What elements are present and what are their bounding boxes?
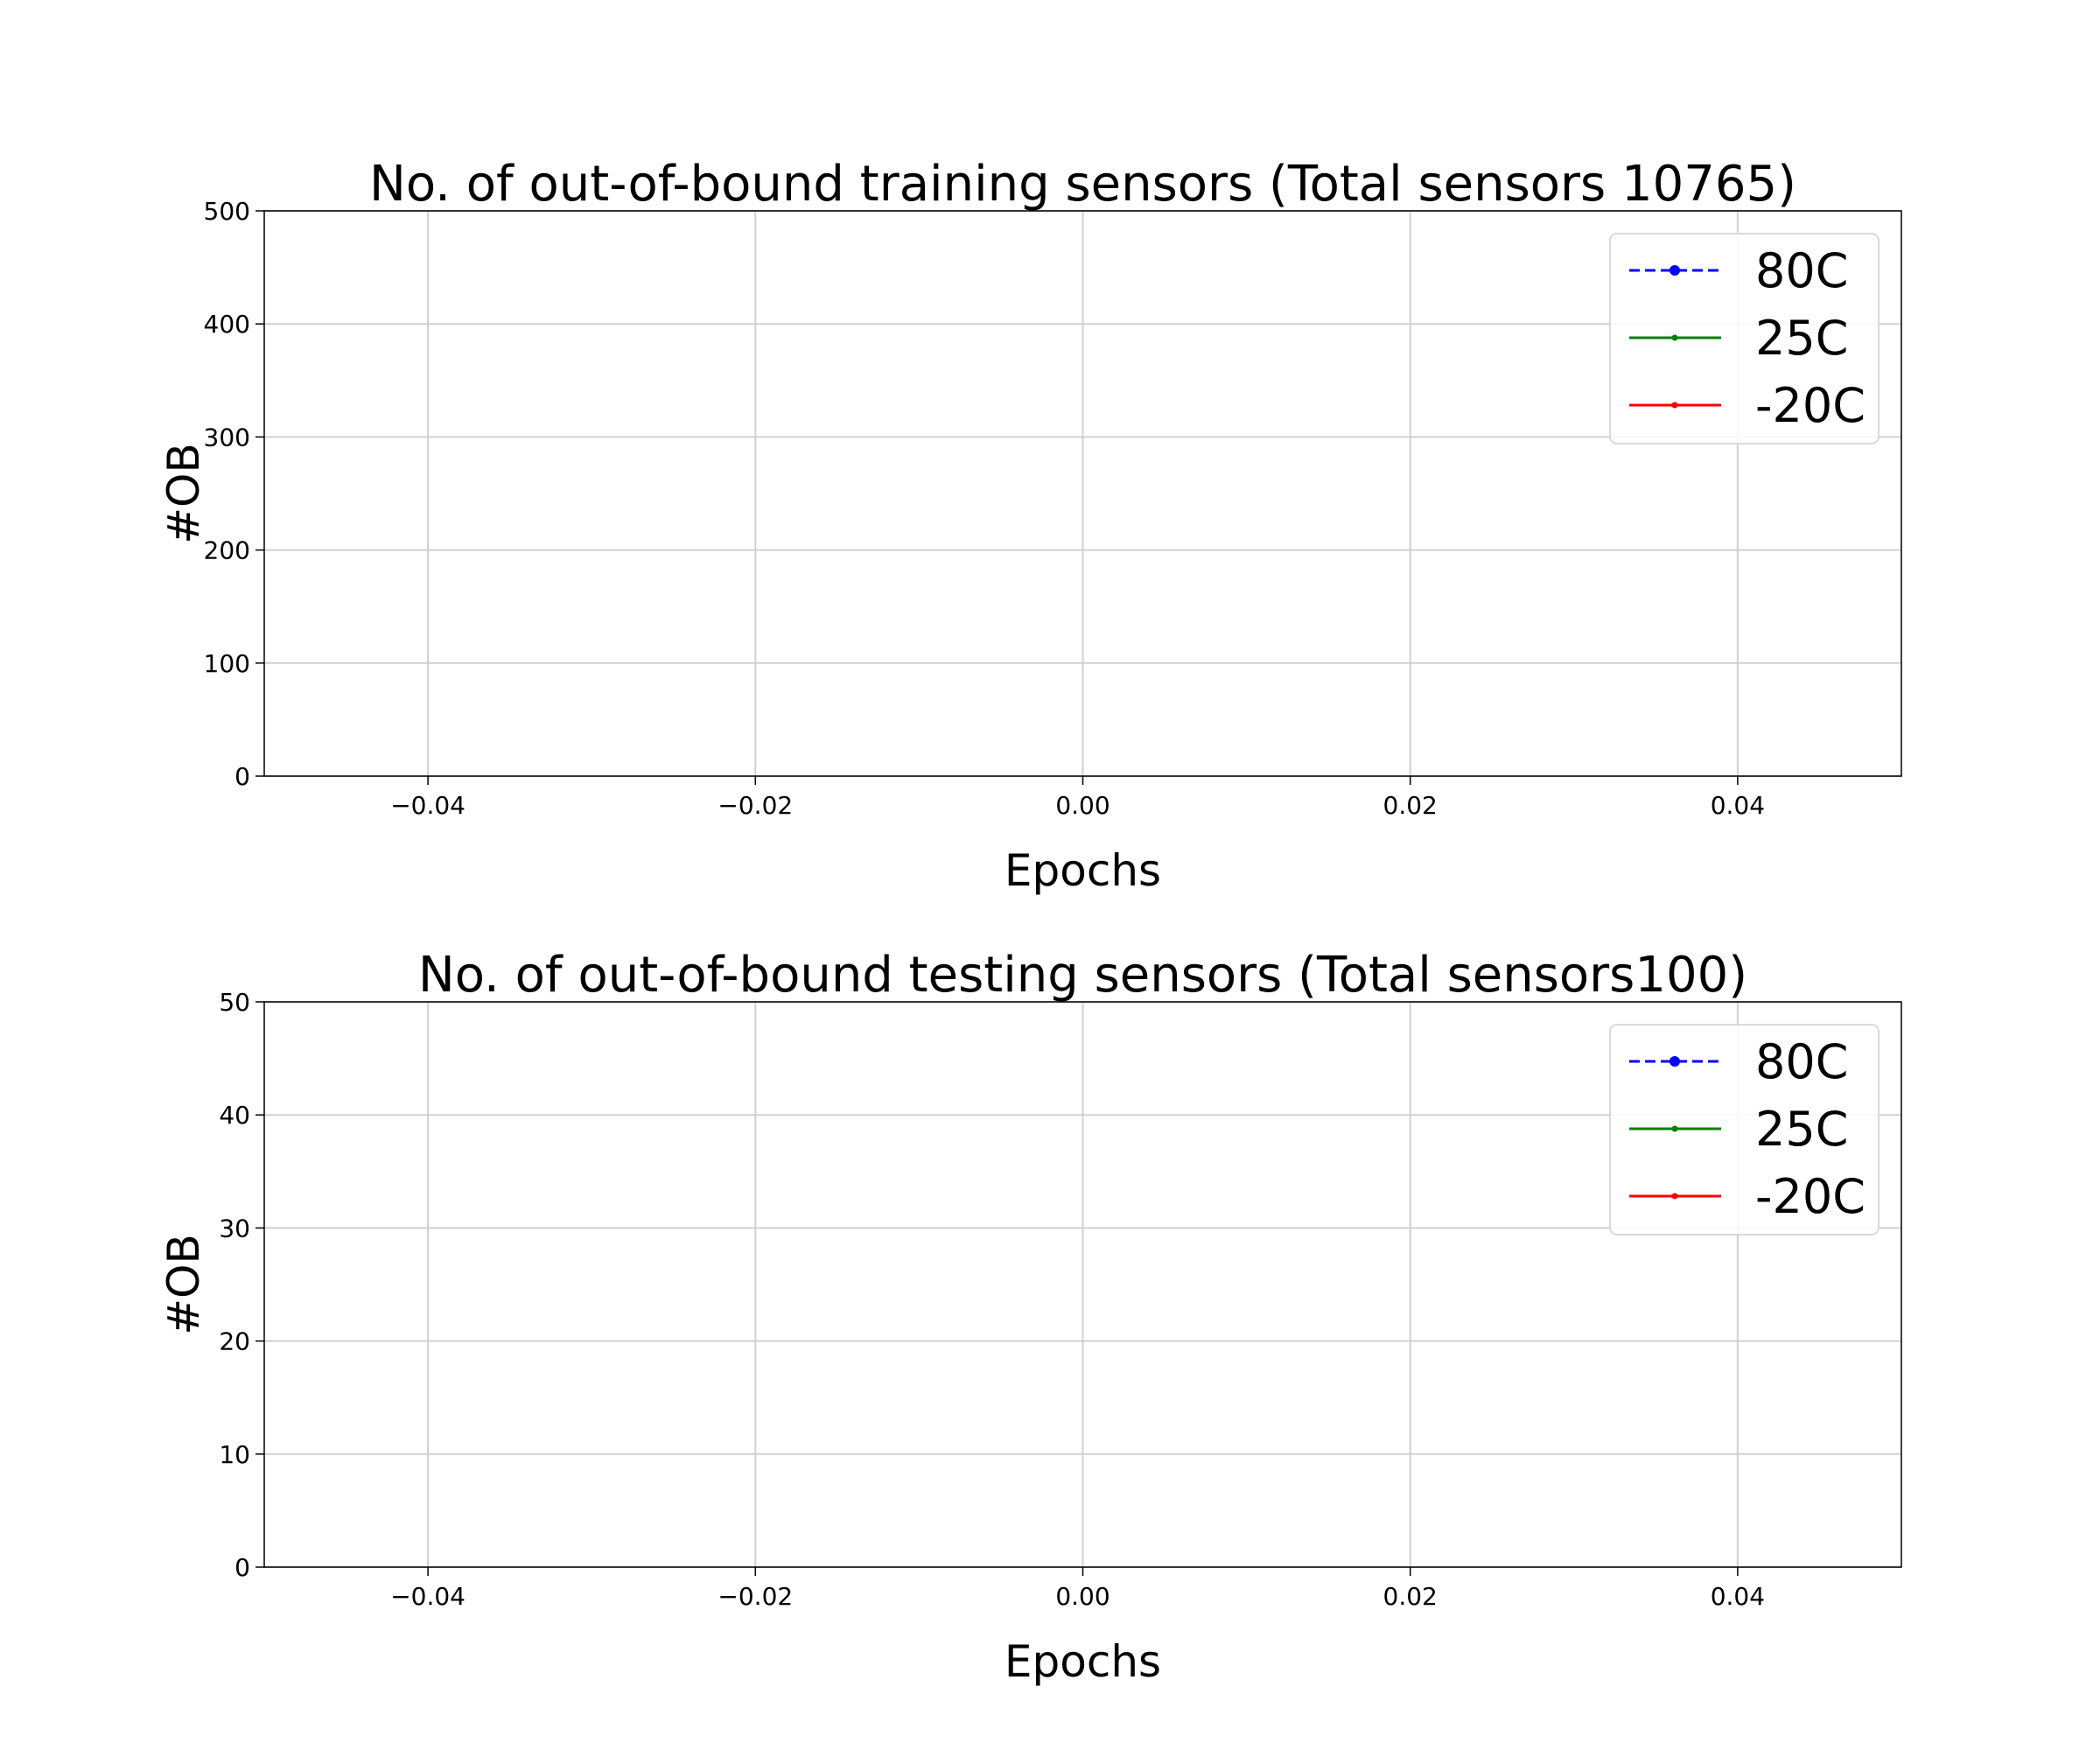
x-tick-label: 0.00 xyxy=(1055,791,1110,820)
chart-panel-2: −0.04 −0.02 0.00 0.02 0.04 0 10 20 30 40 50 No. of … xyxy=(158,947,1902,1687)
legend-label: -20C xyxy=(1755,1169,1866,1224)
y-tick-label: 0 xyxy=(234,1553,250,1582)
legend-swatch-marker xyxy=(1671,334,1678,341)
legend: 80C 25C -20C xyxy=(1609,1024,1880,1236)
x-tick-label: 0.04 xyxy=(1711,1582,1765,1611)
x-axis-label: Epochs xyxy=(1004,845,1161,896)
x-tick-label: −0.04 xyxy=(390,791,466,820)
x-tick-label: −0.02 xyxy=(718,791,793,820)
legend-label: 80C xyxy=(1755,243,1848,298)
legend-swatch-marker xyxy=(1670,1056,1680,1067)
x-axis-label: Epochs xyxy=(1004,1636,1161,1687)
y-tick-label: 50 xyxy=(219,988,250,1017)
legend-label: -20C xyxy=(1755,378,1866,433)
legend-box xyxy=(1609,233,1880,444)
y-tick-label: 30 xyxy=(219,1214,250,1242)
legend-box xyxy=(1609,1024,1880,1236)
y-axis-label: #OB xyxy=(158,443,209,544)
x-tick-label: 0.02 xyxy=(1383,791,1438,820)
legend-swatch-marker xyxy=(1671,1125,1678,1132)
legend-swatch-marker xyxy=(1671,1193,1678,1200)
legend-swatch-marker xyxy=(1670,265,1680,276)
legend-label: 25C xyxy=(1755,311,1848,366)
chart-panel-1: −0.04 −0.02 0.00 0.02 0.04 0 100 200 300 400 500 No… xyxy=(158,156,1902,896)
y-tick-label: 200 xyxy=(204,536,250,565)
chart-title: No. of out-of-bound testing sensors (Tot… xyxy=(418,947,1747,1004)
x-tick-label: 0.04 xyxy=(1711,791,1765,820)
legend: 80C 25C -20C xyxy=(1609,233,1880,444)
legend-swatch-marker xyxy=(1671,402,1678,409)
y-tick-label: 100 xyxy=(204,649,250,678)
x-tick-label: 0.00 xyxy=(1055,1582,1110,1611)
x-tick-label: 0.02 xyxy=(1383,1582,1438,1611)
y-tick-label: 0 xyxy=(234,762,250,791)
x-tick-label: −0.02 xyxy=(718,1582,793,1611)
y-tick-label: 40 xyxy=(219,1101,250,1130)
chart-title: No. of out-of-bound training sensors (To… xyxy=(369,156,1796,213)
y-tick-label: 20 xyxy=(219,1327,250,1356)
y-tick-label: 10 xyxy=(219,1440,250,1469)
y-tick-label: 400 xyxy=(204,310,250,339)
y-axis-label: #OB xyxy=(158,1234,209,1335)
legend-label: 80C xyxy=(1755,1034,1848,1089)
y-tick-label: 300 xyxy=(204,423,250,452)
legend-label: 25C xyxy=(1755,1102,1848,1157)
x-tick-label: −0.04 xyxy=(390,1582,466,1611)
y-tick-label: 500 xyxy=(204,197,250,226)
